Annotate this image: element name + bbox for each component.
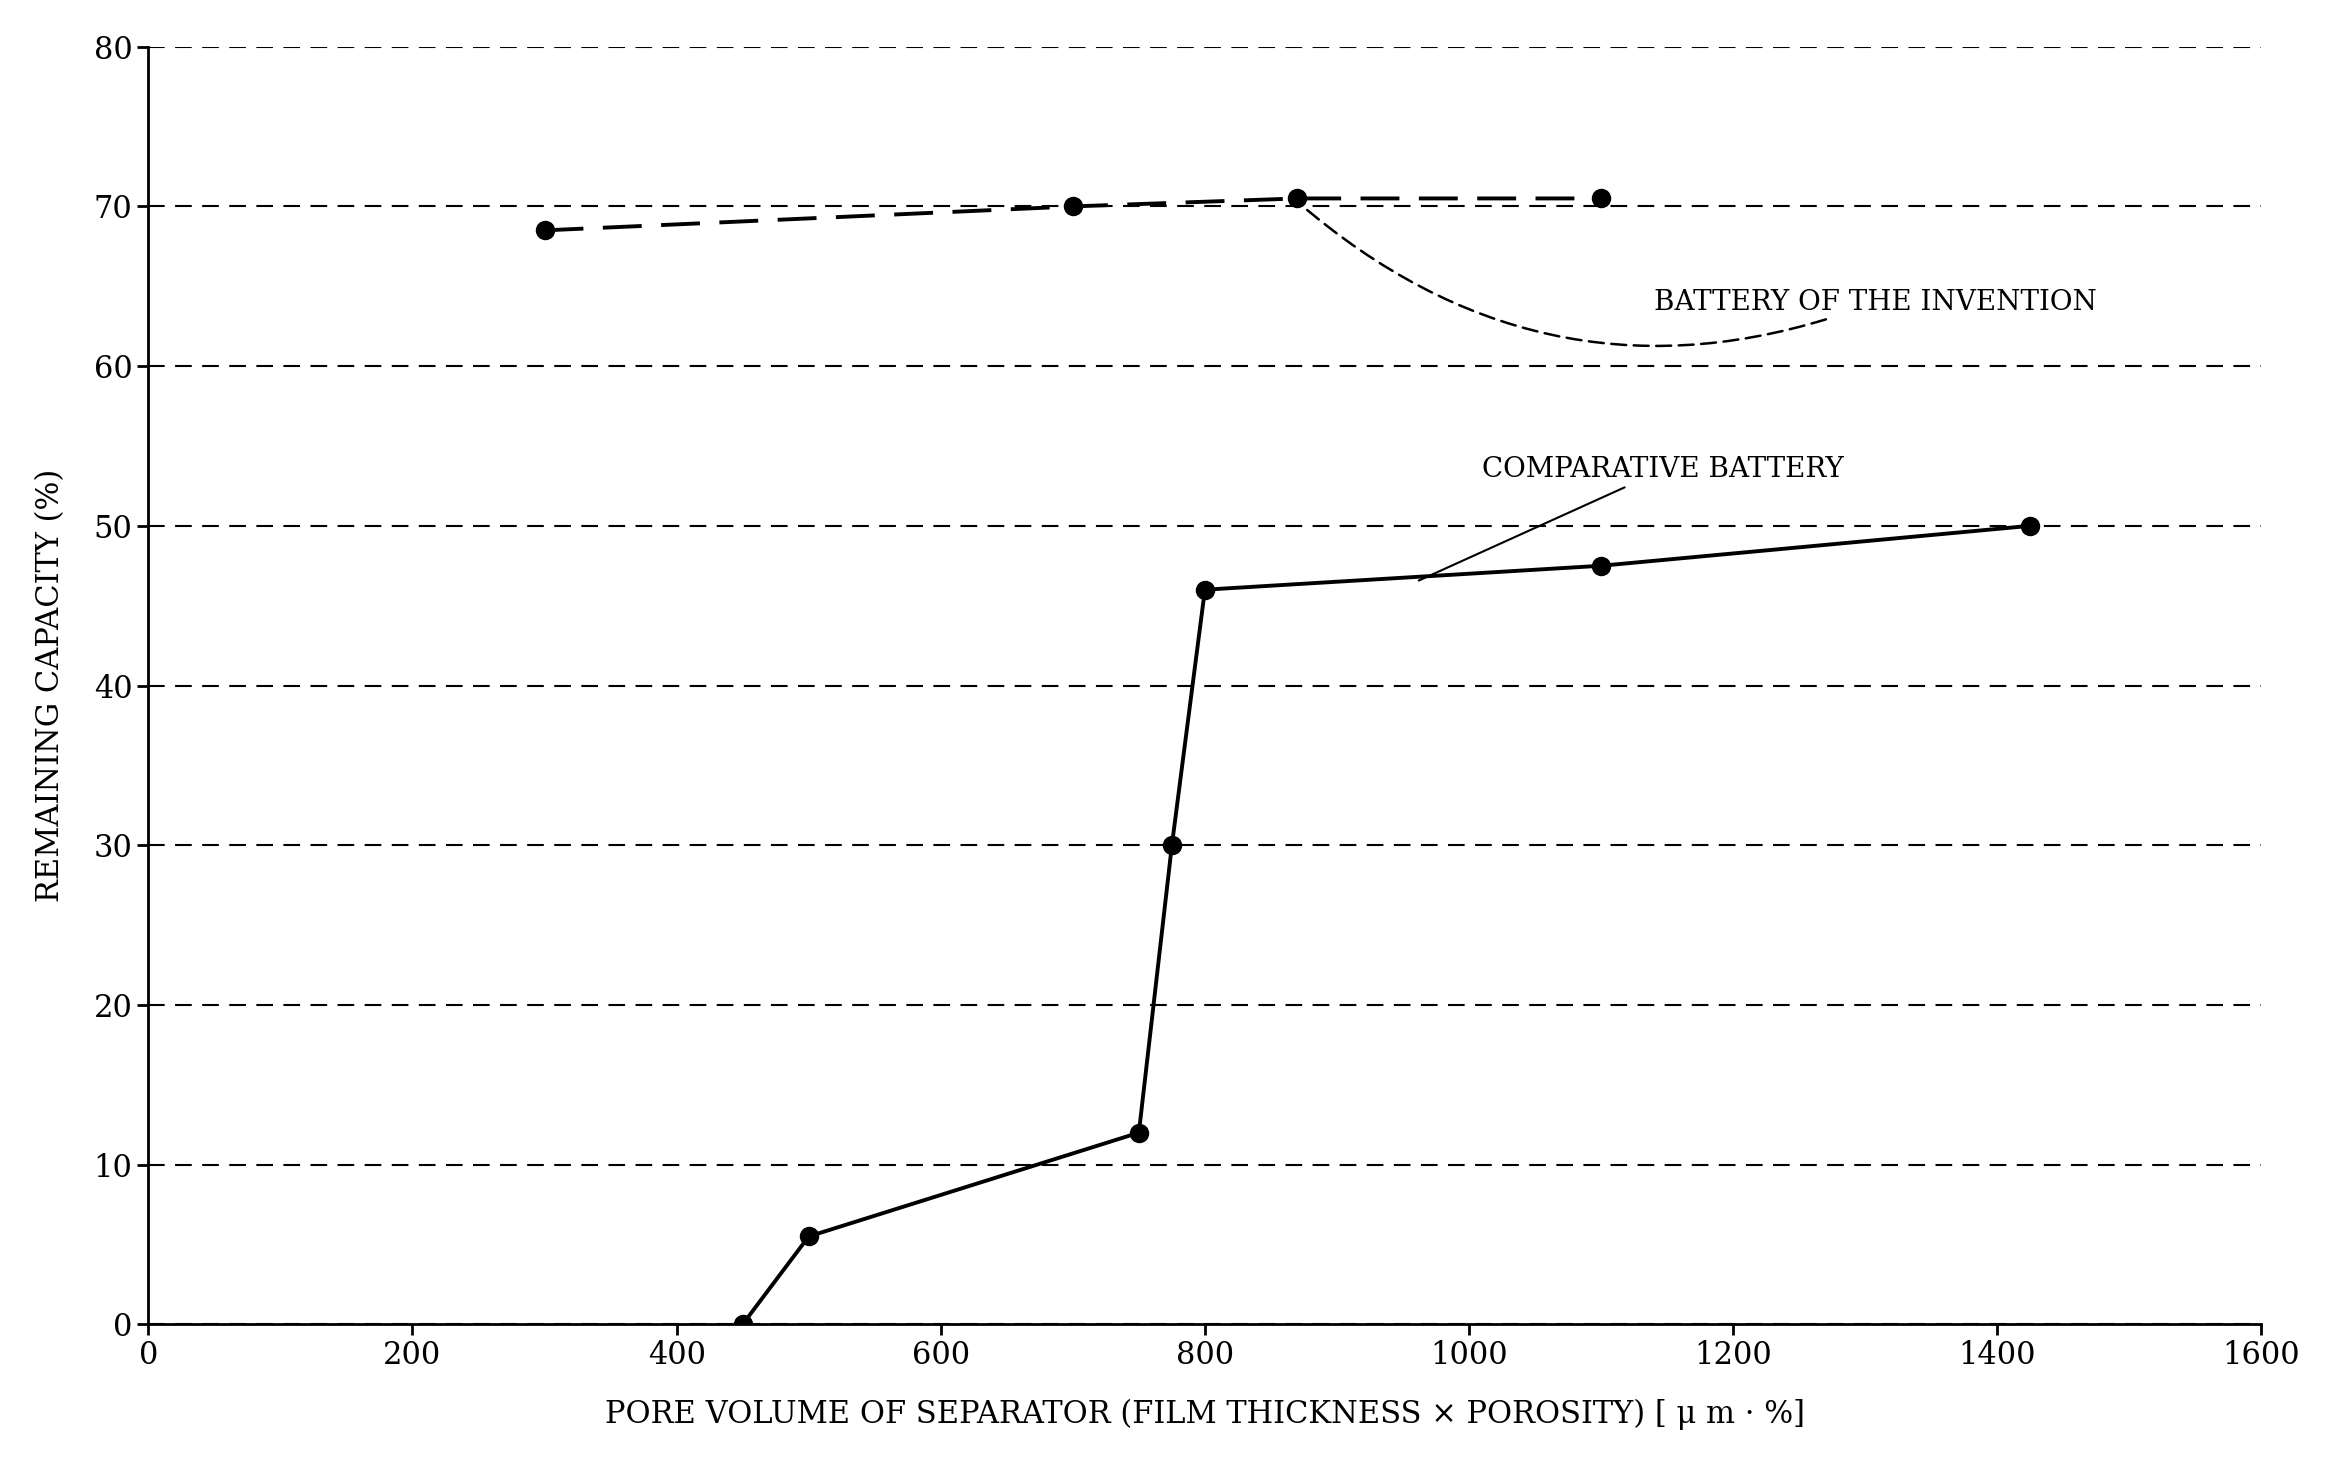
Text: BATTERY OF THE INVENTION: BATTERY OF THE INVENTION	[1301, 204, 2097, 346]
X-axis label: PORE VOLUME OF SEPARATOR (FILM THICKNESS × POROSITY) [ μ m · %]: PORE VOLUME OF SEPARATOR (FILM THICKNESS…	[605, 1399, 1805, 1430]
Text: COMPARATIVE BATTERY: COMPARATIVE BATTERY	[1420, 457, 1845, 580]
Y-axis label: REMAINING CAPACITY (%): REMAINING CAPACITY (%)	[35, 469, 65, 902]
